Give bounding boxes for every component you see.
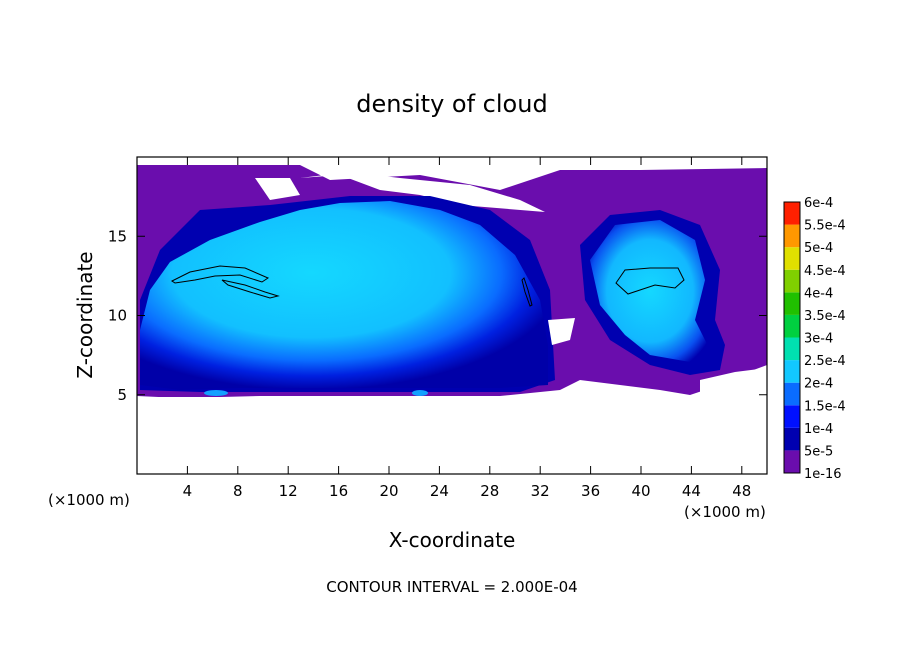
- contour-line: [221, 279, 280, 299]
- contour-line: [615, 267, 685, 295]
- y-tick-label: 10: [108, 307, 127, 325]
- colorbar-band: [784, 405, 800, 428]
- contour-interval-note: CONTOUR INTERVAL = 2.000E-04: [326, 578, 577, 596]
- colorbar-band: [784, 382, 800, 406]
- colorbar-label: 2.5e-4: [804, 354, 846, 369]
- colorbar-band: [784, 450, 800, 473]
- x-unit-right: (×1000 m): [684, 503, 766, 521]
- colorbar-label: 6e-4: [804, 196, 833, 211]
- x-tick-label: 48: [732, 482, 751, 500]
- colorbar-band: [784, 314, 800, 338]
- colorbar-band: [784, 427, 800, 451]
- x-axis-label: X-coordinate: [389, 528, 516, 552]
- colorbar-label: 1.5e-4: [804, 399, 846, 414]
- x-tick-label: 4: [183, 482, 193, 500]
- x-tick-label: 36: [581, 482, 600, 500]
- colorbar-label: 3.5e-4: [804, 309, 846, 324]
- heatmap-field: [137, 165, 767, 474]
- y-axis-label: Z-coordinate: [73, 251, 97, 378]
- colorbar-band: [784, 269, 800, 293]
- x-tick-label: 20: [379, 482, 398, 500]
- x-tick-label: 44: [682, 482, 701, 500]
- x-tick-label: 32: [531, 482, 550, 500]
- x-tick-label: 16: [329, 482, 348, 500]
- colorbar: 1e-16 5e-5 1e-4 1.5e-4 2e-4 2.5e-4 3e-4 3.5e-4 4…: [783, 196, 846, 482]
- right-cloud: [590, 220, 710, 362]
- colorbar-band: [784, 202, 800, 225]
- y-tick-label: 15: [108, 227, 127, 245]
- colorbar-label: 4e-4: [804, 286, 833, 301]
- colorbar-label: 4.5e-4: [804, 264, 846, 279]
- x-tick-label: 28: [480, 482, 499, 500]
- colorbar-band: [784, 247, 800, 270]
- colorbar-band: [784, 292, 800, 315]
- x-tick-label: 40: [631, 482, 650, 500]
- x-tick-label: 12: [279, 482, 298, 500]
- main-cloud: [140, 201, 548, 390]
- contour-line: [521, 277, 533, 307]
- x-axis: 4 8 12 16 20 24 28 32 36 40 44 48: [183, 157, 751, 500]
- colorbar-band: [784, 224, 800, 248]
- x-tick-label: 8: [233, 482, 243, 500]
- colorbar-label: 1e-4: [804, 422, 833, 437]
- colorbar-band: [784, 337, 800, 361]
- colorbar-label: 2e-4: [804, 377, 833, 392]
- x-unit-left: (×1000 m): [48, 491, 130, 509]
- colorbar-frame: [783, 201, 801, 474]
- colorbar-label: 1e-16: [804, 467, 842, 482]
- colorbar-label: 5.5e-4: [804, 219, 846, 234]
- colorbar-label: 5e-4: [804, 241, 833, 256]
- x-tick-label: 24: [430, 482, 449, 500]
- contour-line: [171, 265, 270, 284]
- chart-title: density of cloud: [356, 90, 547, 118]
- colorbar-band: [784, 360, 800, 383]
- colorbar-label: 5e-5: [804, 444, 833, 459]
- y-tick-label: 5: [117, 386, 127, 404]
- y-axis: 5 10 15: [108, 227, 767, 404]
- colorbar-label: 3e-4: [804, 332, 833, 347]
